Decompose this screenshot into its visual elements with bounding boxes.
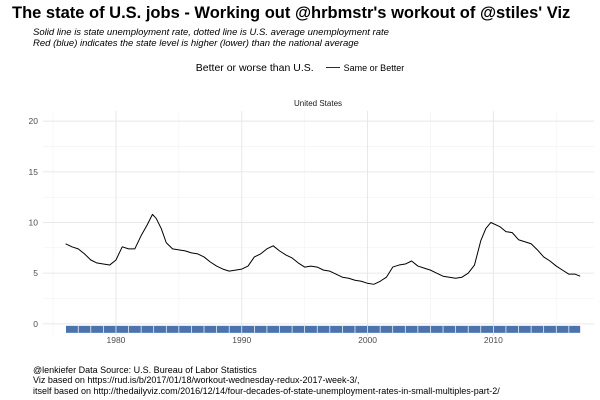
caption: @lenkiefer Data Source: U.S. Bureau of L… [33,365,500,397]
legend-label: Same or Better [343,63,405,73]
y-axis-tick-labels: 0 5 10 15 20 [29,116,39,329]
caption-line-2: Viz based on https://rud.is/b/2017/01/18… [33,375,360,385]
y-tick-label: 15 [29,167,39,177]
series-line-0 [65,213,581,285]
gridlines [43,111,594,336]
x-tick-label: 2010 [484,335,503,345]
x-axis-tick-labels: 1980 1990 2000 2010 [107,335,504,345]
facet-strip [43,98,594,109]
chart-subtitle-line-1: Solid line is state unemployment rate, d… [33,27,389,38]
y-tick-label: 10 [29,217,39,227]
series-group [65,213,581,285]
legend-title: Better or worse than U.S. [195,62,314,74]
status-strip [65,325,581,333]
y-tick-label: 5 [33,268,38,278]
y-tick-label: 0 [33,319,38,329]
chart-title: The state of U.S. jobs - Working out @hr… [12,4,571,22]
x-tick-label: 2000 [358,335,377,345]
y-tick-label: 20 [29,116,39,126]
chart-subtitle-line-2: Red (blue) indicates the state level is … [33,38,359,49]
x-tick-label: 1980 [107,335,126,345]
x-tick-label: 1990 [232,335,251,345]
legend-key-line [325,66,340,68]
facet-strip-label: United States [294,99,342,108]
status-strip-bar [65,325,581,333]
caption-line-3: itself based on http://thedailyviz.com/2… [33,385,500,396]
caption-line-1: @lenkiefer Data Source: U.S. Bureau of L… [33,364,257,375]
legend: Better or worse than U.S. Same or Better [0,62,600,74]
